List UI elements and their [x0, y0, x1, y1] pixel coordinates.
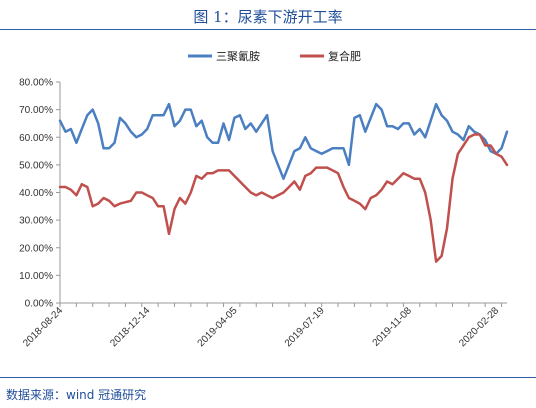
y-tick-label: 30.00%	[19, 216, 53, 227]
chart-title: 图 1：尿素下游开工率	[193, 8, 343, 26]
data-source: 数据来源：wind 冠通研究	[6, 388, 147, 402]
y-tick-label: 0.00%	[25, 299, 53, 310]
y-tick-label: 10.00%	[19, 271, 53, 282]
y-axis: 0.00% 10.00% 20.00% 30.00% 40.00% 50.00% 60.00…	[19, 78, 61, 310]
x-tick-label: 2019-11-08	[371, 305, 415, 349]
plot-area	[58, 102, 509, 263]
series-line-2	[58, 133, 509, 263]
legend-label-1: 三聚氰胺	[216, 49, 260, 63]
x-tick-label: 2019-04-05	[196, 305, 240, 349]
x-tick-label: 2020-02-28	[457, 305, 501, 349]
y-tick-label: 40.00%	[19, 188, 53, 199]
title-divider	[0, 29, 536, 30]
x-axis: 2018-08-24 2018-12-14 2019-04-05 2019-07-19…	[21, 302, 507, 349]
x-tick-label: 2019-07-19	[283, 305, 327, 349]
legend-label-2: 复合肥	[328, 49, 361, 63]
x-tick-label: 2018-08-24	[21, 305, 65, 349]
x-tick-label: 2018-12-14	[108, 305, 152, 349]
series-line-1	[58, 102, 509, 180]
y-tick-label: 80.00%	[19, 78, 53, 89]
legend: 三聚氰胺 复合肥	[188, 49, 361, 63]
footer-divider	[0, 377, 536, 378]
y-tick-label: 70.00%	[19, 105, 53, 116]
y-tick-label: 60.00%	[19, 133, 53, 144]
y-tick-label: 50.00%	[19, 160, 53, 171]
line-chart: 三聚氰胺 复合肥 0.00% 10.00% 20.00% 30.00% 40.00% 50.…	[19, 49, 509, 349]
y-tick-label: 20.00%	[19, 243, 53, 254]
